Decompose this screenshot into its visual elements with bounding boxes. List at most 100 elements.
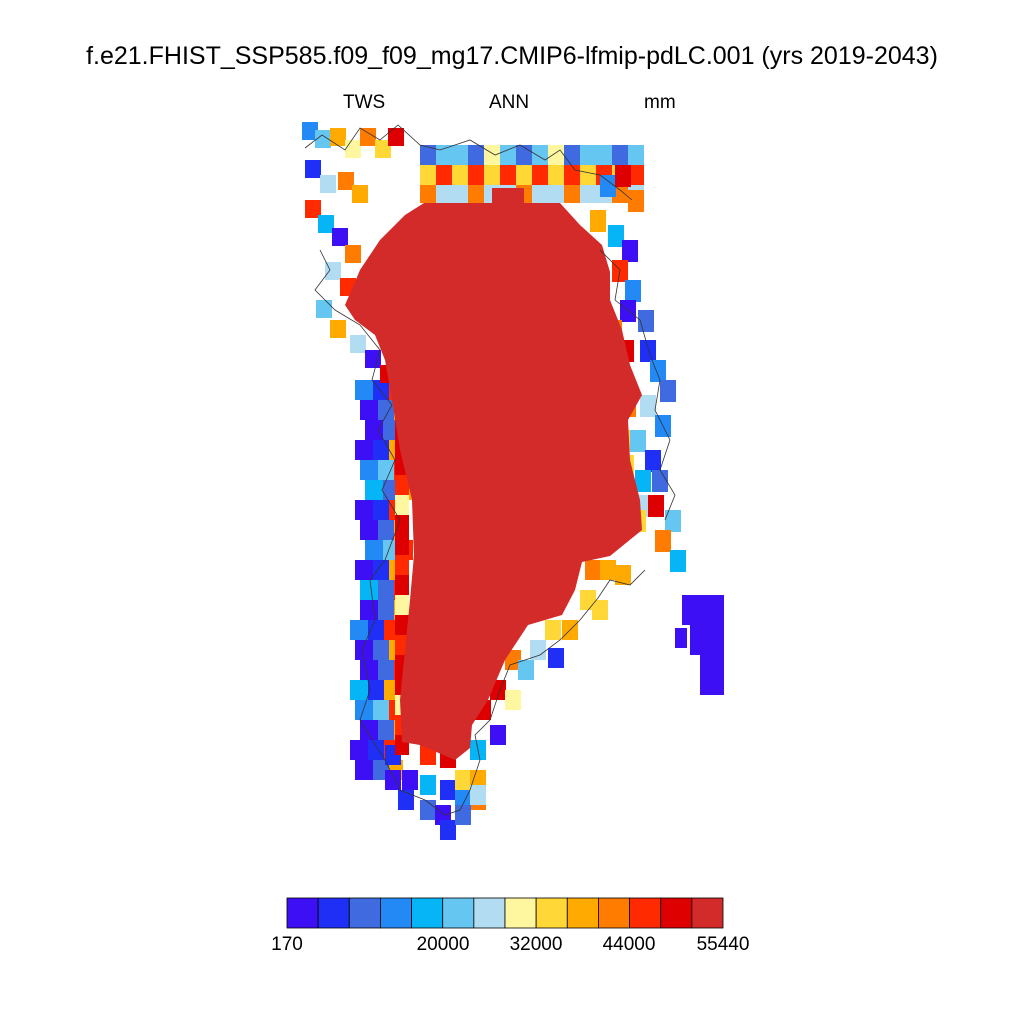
grid-cell [580,185,596,203]
grid-cell [345,245,361,263]
colorbar-label-max: 55440 [696,934,750,955]
grid-cell [368,680,384,700]
grid-cell [360,520,378,540]
grid-cell [384,620,398,640]
ice-sheet-region [345,188,642,760]
grid-cell [440,780,456,800]
colorbar-label-44000: 44000 [602,934,656,955]
grid-cell [564,185,580,203]
grid-cell [350,680,368,700]
grid-cell [665,510,681,532]
grid-cell [385,770,401,790]
colorbar-swatch [317,897,350,929]
grid-cell [660,380,676,402]
grid-cell [532,165,548,185]
grid-cell [622,240,638,262]
grid-cell [600,175,616,197]
grid-cell [305,160,321,178]
grid-cell [655,530,671,552]
grid-cell [360,128,376,146]
grid-cell [395,555,409,575]
grid-cell [350,335,366,353]
grid-cell [505,690,521,710]
grid-cell [640,395,656,417]
variable-label: TWS [343,92,386,113]
grid-cell [355,440,373,460]
grid-cell [368,740,384,760]
grid-cell [350,740,368,760]
grid-cell [395,515,409,535]
grid-cell [378,600,394,620]
grid-cell [468,185,484,203]
grid-cell [592,600,608,620]
grid-cell [360,400,378,420]
grid-cell [395,595,409,615]
grid-cell [468,165,484,185]
grid-cell [302,122,318,140]
grid-cell [378,460,394,480]
grid-cell [384,680,398,700]
grid-cell [402,770,418,790]
grid-cell [500,145,516,165]
grid-cell [332,228,348,246]
grid-cell [530,640,546,660]
colorbar-label-32000: 32000 [509,934,563,955]
grid-cell [630,430,646,452]
grid-cell [395,575,409,595]
grid-cell [350,620,368,640]
grid-cell [375,140,391,158]
grid-cell [500,165,516,185]
grid-cell [373,640,389,660]
grid-cell [675,628,687,648]
grid-cell [682,595,724,625]
grid-cell [452,165,468,185]
colorbar-swatch [473,897,506,929]
grid-cell [315,130,331,148]
grid-cell [395,615,409,635]
grid-cell [625,280,641,302]
grid-cell [378,720,394,740]
grid-cell [635,470,651,492]
grid-cell [628,165,644,185]
grid-cell [325,262,341,280]
grid-cell [420,145,436,165]
grid-cell [545,620,561,640]
grid-cell [420,165,436,185]
grid-cell [352,185,368,203]
colorbar-swatch [691,897,724,929]
grid-cell [360,580,378,600]
units-label: mm [644,92,676,113]
grid-cell [596,145,612,165]
grid-cell [388,128,404,146]
grid-cell [373,380,389,400]
grid-cell [600,560,616,580]
grid-cell [640,340,656,362]
colorbar-label-20000: 20000 [416,934,470,955]
grid-cell [338,172,354,190]
grid-cell [628,145,644,165]
colorbar-swatch [411,897,444,929]
colorbar-swatch [598,897,630,929]
grid-cell [470,785,486,805]
grid-cell [608,225,624,247]
colorbar-swatch [380,897,412,929]
grid-cell [355,760,373,780]
colorbar-swatch [535,897,568,929]
grid-cell [455,770,471,790]
grid-cell [373,500,389,520]
grid-cell [360,460,378,480]
grid-cell [398,790,414,810]
grid-cell [484,145,500,165]
grid-cell [316,300,332,318]
grid-cell [505,650,521,670]
grid-cell [395,475,409,495]
grid-cell [452,185,468,203]
colorbar-swatch [504,897,537,929]
grid-cell [670,550,686,572]
grid-cell [652,470,668,492]
grid-cell [365,350,381,368]
grid-cell [615,165,631,187]
grid-cell [436,165,452,185]
